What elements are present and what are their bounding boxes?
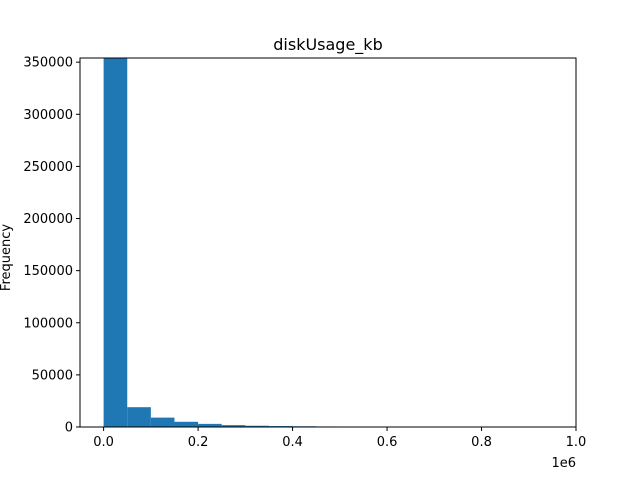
histogram-bar — [198, 423, 222, 427]
y-axis-ticks: 0 50000 100000 150000 200000 250000 300000 3500… — [23, 56, 80, 436]
y-tick-label: 0 — [65, 421, 73, 436]
x-axis-ticks: 0.0 0.2 0.4 0.6 0.8 1.0 — [93, 427, 586, 450]
x-tick-label: 0.8 — [471, 435, 492, 450]
y-tick-label: 50000 — [32, 368, 73, 383]
chart-title: diskUsage_kb — [273, 35, 382, 55]
y-tick-label: 350000 — [23, 56, 73, 71]
x-tick-label: 0.4 — [282, 435, 303, 450]
x-axis-offset-label: 1e6 — [551, 456, 576, 471]
histogram-bar — [127, 407, 151, 427]
y-tick-label: 250000 — [23, 160, 73, 175]
x-tick-label: 0.2 — [188, 435, 209, 450]
y-tick-label: 150000 — [23, 264, 73, 279]
histogram-bar — [103, 58, 128, 427]
y-axis-label: Frequency — [0, 224, 14, 291]
x-tick-label: 0.6 — [377, 435, 398, 450]
histogram-bar — [245, 425, 269, 427]
plot-frame — [79, 57, 577, 428]
histogram-bar — [174, 421, 199, 427]
y-tick-label: 200000 — [23, 212, 73, 227]
histogram-bar — [221, 425, 246, 427]
y-tick-label: 300000 — [23, 108, 73, 123]
x-tick-label: 0.0 — [93, 435, 114, 450]
histogram-bar — [150, 417, 175, 427]
x-tick-label: 1.0 — [566, 435, 587, 450]
y-tick-label: 100000 — [23, 316, 73, 331]
